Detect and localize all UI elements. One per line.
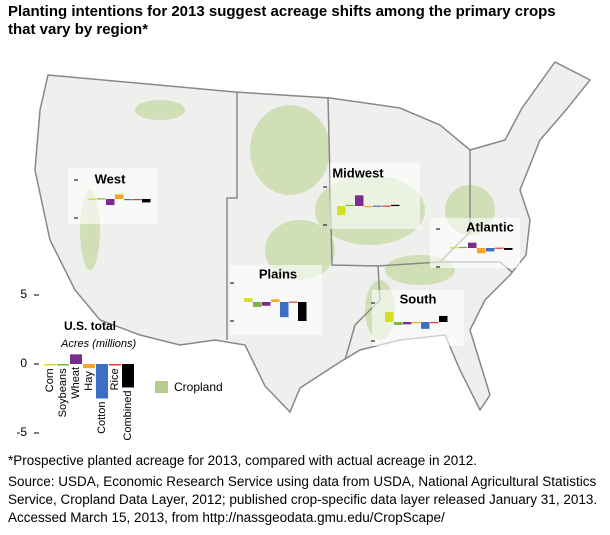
bar — [298, 302, 307, 321]
region-title: Plains — [259, 266, 297, 281]
bar — [486, 248, 495, 252]
bar — [421, 322, 430, 329]
region-title: Atlantic — [466, 219, 514, 234]
bar — [394, 322, 403, 326]
category-label: Corn — [44, 368, 56, 392]
bar — [468, 242, 477, 248]
bar — [504, 248, 513, 250]
bar — [364, 206, 373, 208]
bar — [122, 364, 134, 388]
category-label: Rice — [109, 368, 121, 390]
y-tick-label: -5 — [16, 425, 27, 439]
bar — [57, 364, 69, 366]
bar — [253, 302, 262, 307]
bar — [459, 246, 468, 249]
bar — [439, 315, 448, 322]
bar — [346, 204, 355, 207]
region-title: Midwest — [332, 165, 384, 180]
bar — [70, 354, 82, 364]
bar — [385, 312, 394, 322]
bar — [280, 302, 289, 318]
category-label: Hay — [83, 371, 95, 391]
bar — [289, 301, 298, 303]
bar — [430, 322, 439, 324]
bar — [403, 322, 412, 325]
bar — [355, 195, 364, 206]
bar — [244, 298, 253, 302]
us-total-title: U.S. total — [64, 319, 116, 333]
bar — [96, 364, 108, 399]
bar — [109, 364, 121, 366]
bar — [412, 322, 421, 324]
us-total-subtitle: Acres (millions) — [60, 338, 137, 350]
category-label: Combined — [122, 390, 134, 440]
footnote: *Prospective planted acreage for 2013, c… — [8, 453, 478, 468]
legend-label: Cropland — [174, 380, 223, 394]
region-panel — [68, 168, 158, 224]
region-title: West — [95, 171, 126, 186]
bar — [115, 194, 124, 199]
bar — [495, 247, 504, 249]
source: Source: USDA, Economic Research Service … — [8, 474, 598, 525]
title: Planting intentions for 2013 suggest acr… — [8, 3, 556, 38]
bar — [337, 206, 346, 216]
bar — [133, 199, 142, 201]
bar — [262, 302, 271, 306]
bar — [477, 248, 486, 254]
bar — [382, 205, 391, 207]
category-label: Wheat — [70, 367, 82, 399]
bar — [373, 205, 382, 207]
legend-swatch — [155, 381, 168, 393]
bar — [83, 364, 95, 369]
bar — [88, 198, 97, 200]
bar — [142, 199, 151, 203]
category-label: Cotton — [96, 402, 108, 434]
y-tick-label: 5 — [20, 287, 27, 301]
bar — [106, 199, 115, 206]
bar — [97, 198, 106, 200]
bar — [124, 199, 133, 201]
region-panel — [330, 163, 420, 229]
category-label: Soybeans — [57, 368, 69, 417]
y-tick-label: 0 — [20, 356, 27, 370]
bar — [391, 204, 400, 207]
bar — [271, 299, 280, 302]
region-title: South — [400, 291, 437, 306]
bar — [44, 364, 56, 366]
bar — [450, 247, 459, 249]
